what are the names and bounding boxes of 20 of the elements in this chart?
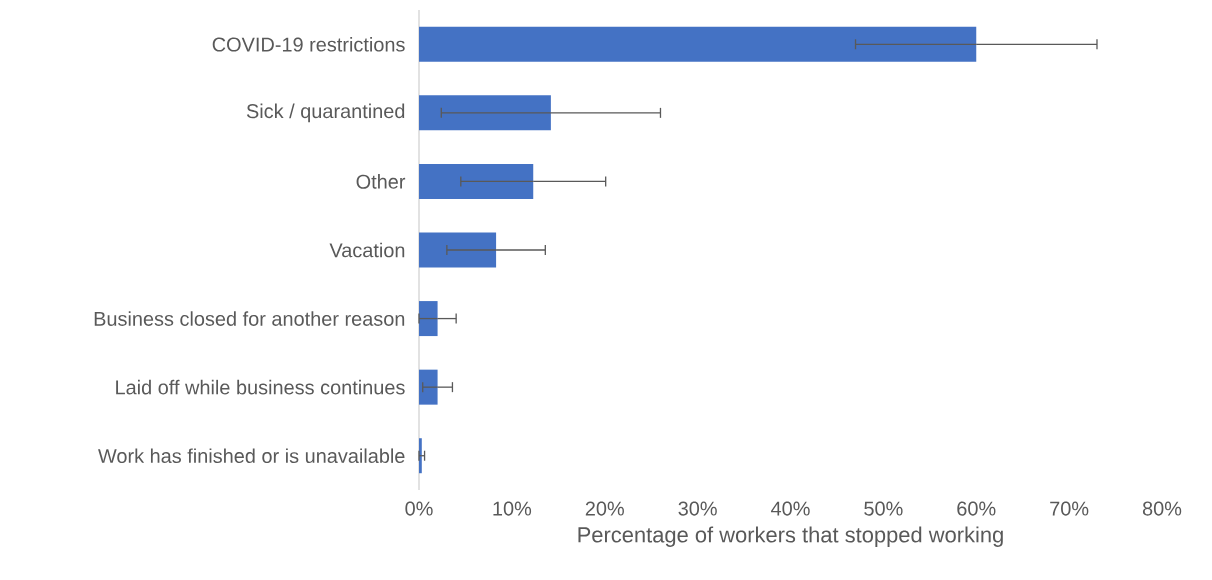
x-tick-label: 10% [493, 501, 532, 516]
x-tick-label: 40% [771, 501, 810, 516]
bar [419, 26, 977, 62]
x-tick-label: 80% [1142, 501, 1182, 516]
bar [419, 369, 438, 405]
y-tick-label: Sick / quarantined [246, 103, 405, 123]
x-tick-label: 0% [405, 501, 433, 516]
x-tick-label: 60% [957, 501, 996, 516]
y-tick-label: Other [356, 174, 406, 189]
y-tick-label: Work has finished or is unavailable [98, 448, 405, 464]
x-tick-label: 20% [585, 501, 624, 516]
x-tick-label: 70% [1050, 501, 1089, 516]
y-tick-label: COVID-19 restrictions [212, 36, 405, 52]
y-tick-label: Vacation [329, 242, 405, 258]
x-tick-label: 30% [678, 501, 717, 516]
x-tick-label: 50% [864, 501, 903, 516]
y-tick-label: Laid off while business continues [116, 379, 405, 395]
bar [419, 438, 422, 474]
y-tick-label: Business closed for another reason [94, 311, 405, 326]
x-axis-title: Percentage of workers that stopped working [578, 526, 1003, 547]
